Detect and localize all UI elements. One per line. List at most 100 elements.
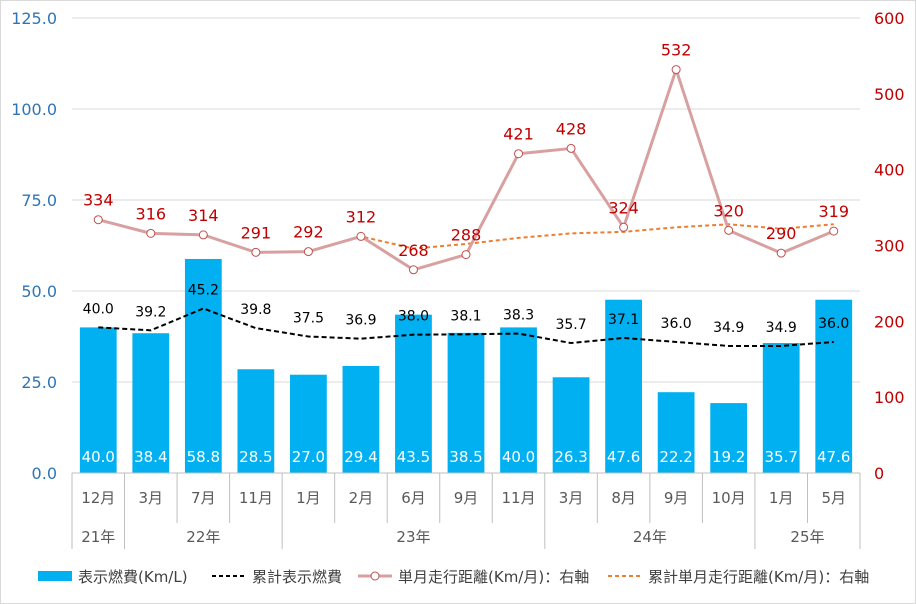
cum-fuel-data-label: 36.0 [818,316,849,332]
month-tick-label: 11月 [239,489,273,507]
month-tick-label: 9月 [664,489,689,507]
monthly-km-data-label: 314 [188,206,219,225]
bar [500,327,537,473]
month-tick-label: 1月 [296,489,321,507]
cum-fuel-data-label: 38.3 [503,308,534,324]
year-group-label: 25年 [790,528,824,546]
monthly-km-data-label: 292 [293,223,324,242]
year-group-label: 23年 [396,528,430,546]
bar [79,327,117,473]
bar-data-label: 35.7 [764,448,797,466]
bar-data-label: 47.6 [817,448,850,466]
left-axis-tick-label: 25.0 [21,373,57,392]
month-tick-label: 3月 [559,489,584,507]
right-axis-tick-label: 200 [874,312,905,331]
bar-data-label: 29.4 [344,448,377,466]
monthly-km-marker [461,250,471,260]
left-axis-tick-label: 75.0 [21,191,57,210]
bar-data-label: 26.3 [554,448,587,466]
bar [552,377,590,473]
legend-swatch-dashed-black [212,575,246,577]
monthly-km-data-label: 324 [608,198,639,217]
left-axis-tick-label: 50.0 [21,282,57,301]
monthly-km-marker [514,149,524,159]
left-axis-tick-label: 125.0 [11,9,57,28]
bar [815,299,853,473]
monthly-km-data-label: 319 [818,202,849,221]
bar [762,343,800,473]
right-axis-tick-label: 300 [874,237,905,256]
bar [447,332,485,473]
month-tick-label: 3月 [139,489,164,507]
bar-data-label: 43.5 [397,448,430,466]
cum-fuel-data-label: 45.2 [188,282,219,298]
monthly-km-data-label: 428 [556,119,587,138]
monthly-km-data-label: 532 [661,41,692,60]
monthly-km-data-label: 312 [346,207,377,226]
monthly-km-marker [566,143,576,153]
month-tick-label: 2月 [349,489,374,507]
legend-item-monthly-km: 単月走行距離(Km/月)：右軸 [358,562,589,590]
bar-data-label: 22.2 [659,448,692,466]
month-tick-label: 11月 [501,489,535,507]
combo-chart: 0.0 25.0 50.0 75.0 100.0 125.0 0 100 200 300 400 50… [11,9,905,549]
bar-data-label: 47.6 [607,448,640,466]
cum-fuel-data-label: 38.1 [450,308,481,324]
legend: 表示燃費(Km/L) 累計表示燃費 単月走行距離(Km/月)：右軸 累計単月走行… [0,562,916,590]
monthly-km-marker [619,222,629,232]
month-tick-label: 10月 [712,489,746,507]
monthly-km-marker [671,65,681,75]
legend-item-cum-fuel: 累計表示燃費 [212,562,342,590]
bar-data-label: 40.0 [82,448,115,466]
right-axis-tick-label: 500 [874,85,905,104]
cum-fuel-data-label: 34.9 [766,320,797,336]
monthly-km-marker [724,225,734,235]
legend-swatch-dashed-orange [608,575,642,577]
monthly-km-data-label: 268 [398,241,429,260]
monthly-km-data-label: 421 [503,125,534,144]
cum-fuel-data-label: 37.5 [293,311,324,327]
left-axis-tick-label: 100.0 [11,100,57,119]
bar [237,369,275,473]
bar-data-label: 38.4 [134,448,167,466]
bar [710,403,748,473]
legend-label-cum-km: 累計単月走行距離(Km/月)：右軸 [648,567,870,586]
month-tick-label: 1月 [769,489,794,507]
monthly-km-data-label: 334 [83,191,114,210]
monthly-km-marker [776,248,786,258]
legend-label-cum-fuel: 累計表示燃費 [252,567,343,586]
monthly-km-data-label: 290 [766,224,797,243]
bar-data-label: 19.2 [712,448,745,466]
cum-fuel-data-label: 39.2 [135,304,166,320]
cum-fuel-data-label: 39.8 [240,302,271,318]
monthly-km-data-label: 291 [241,223,272,242]
monthly-km-marker [356,231,366,241]
bar [342,365,380,473]
monthly-km-marker [93,215,103,225]
year-group-label: 21年 [81,528,115,546]
monthly-km-marker [198,230,208,240]
monthly-km-data-label: 316 [136,204,167,223]
monthly-km-marker [251,247,261,257]
legend-label-monthly-km: 単月走行距離(Km/月)：右軸 [398,567,590,586]
cum-fuel-data-label: 38.0 [398,309,429,325]
bar [184,258,222,473]
right-axis-tick-label: 0 [874,464,884,483]
bar [290,374,327,473]
legend-swatch-bar [38,571,72,581]
legend-label-fuel: 表示燃費(Km/L) [78,567,188,586]
monthly-km-marker [146,228,156,238]
month-tick-label: 5月 [821,489,846,507]
cum-fuel-data-label: 37.1 [608,312,639,328]
bar-data-label: 38.5 [449,448,482,466]
right-axis-tick-label: 400 [874,161,905,180]
year-group-label: 24年 [633,528,667,546]
legend-item-fuel: 表示燃費(Km/L) [38,562,188,590]
right-axis-tick-label: 600 [874,9,905,28]
bar-data-label: 58.8 [187,448,220,466]
legend-item-cum-km: 累計単月走行距離(Km/月)：右軸 [608,562,869,590]
left-axis-tick-label: 0.0 [32,464,57,483]
bar [657,392,695,473]
cum-fuel-data-label: 36.9 [345,313,376,329]
